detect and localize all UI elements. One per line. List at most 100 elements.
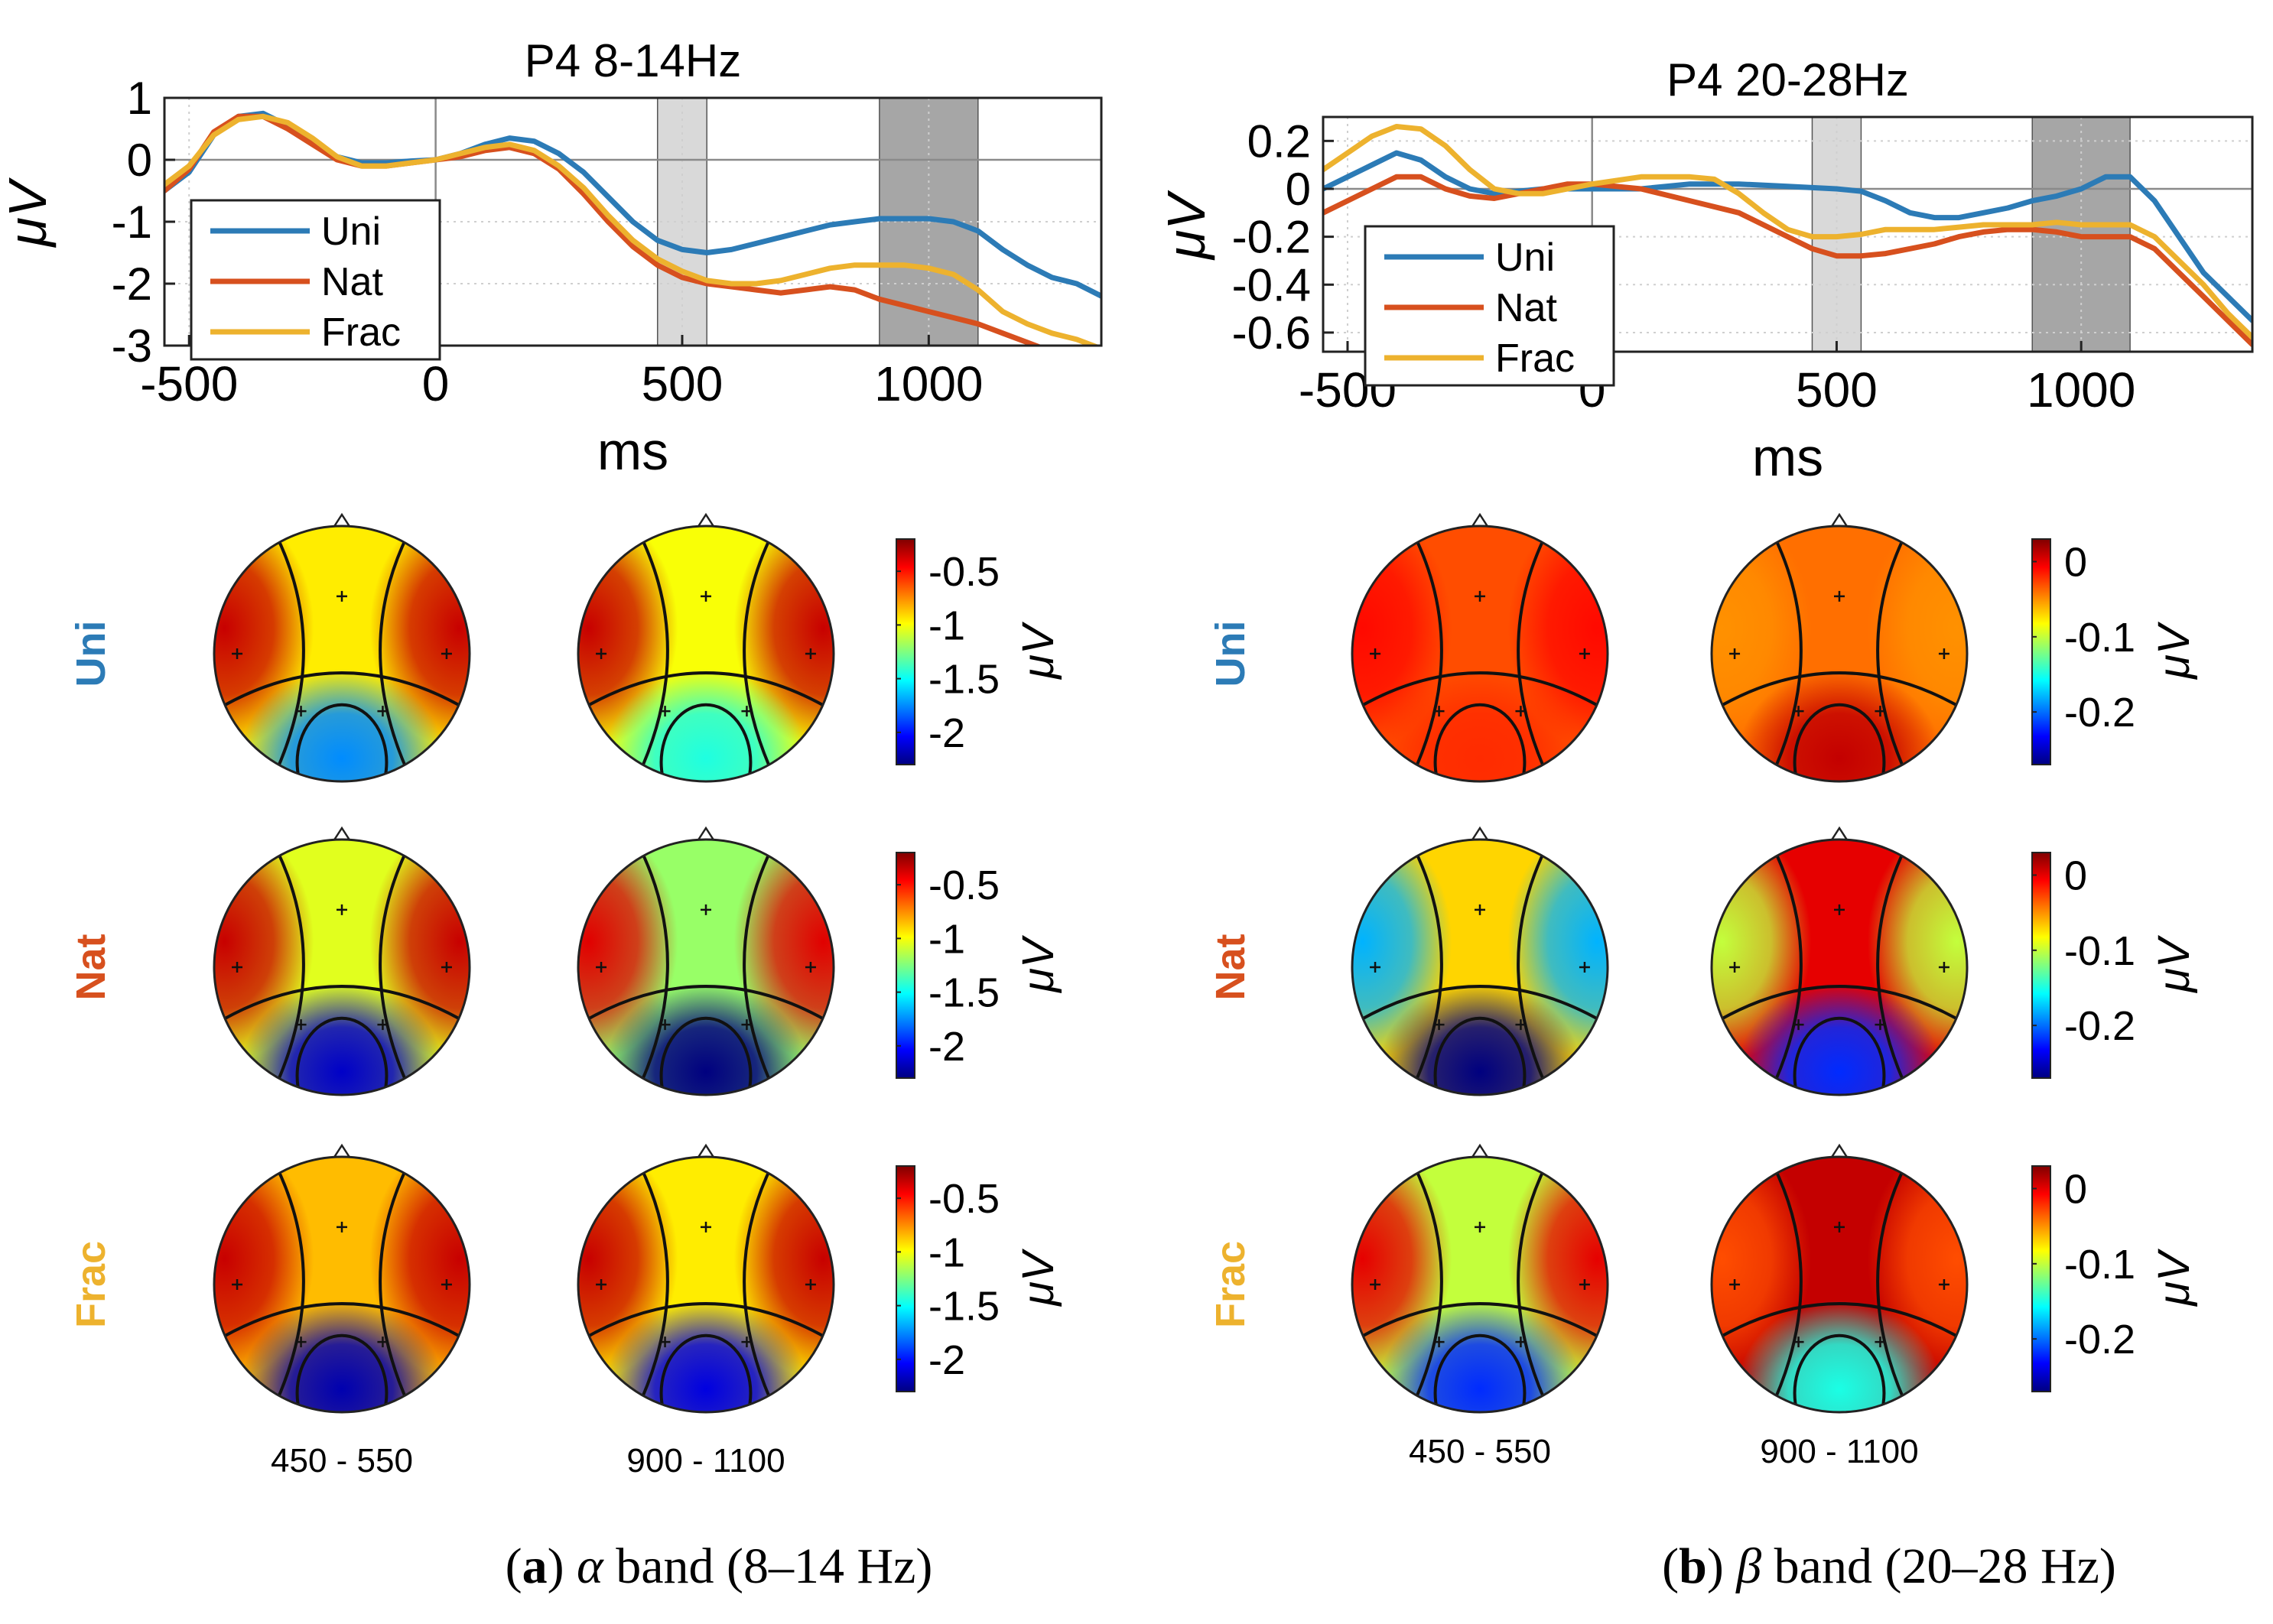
colorbar-tick-label: -1 xyxy=(928,603,965,648)
electrode-marker xyxy=(232,962,243,973)
contour-line xyxy=(743,1157,778,1412)
series-group-b xyxy=(1323,124,2252,348)
electrode-marker xyxy=(701,904,711,915)
contour-line xyxy=(1433,703,1527,781)
electrode-marker xyxy=(1729,962,1741,973)
topomap-fill xyxy=(1712,526,1967,781)
electrode-marker xyxy=(377,1019,389,1031)
nose-marker xyxy=(696,826,716,842)
contour-line xyxy=(634,840,669,1095)
series-line-frac xyxy=(1323,124,2252,340)
electrode-marker xyxy=(1834,590,1845,602)
caption-a-label: a xyxy=(522,1538,548,1594)
colorbar-tick-label: -1.5 xyxy=(928,1284,1000,1330)
y-axis-label-a: μV xyxy=(0,177,57,248)
topomap-nat-1 xyxy=(577,826,835,1096)
colorbar-tick-label: -1.5 xyxy=(928,970,1000,1016)
electrode-marker xyxy=(1875,1019,1886,1031)
series-line-nat xyxy=(1323,174,2252,348)
contour-line xyxy=(659,1333,753,1412)
contour-line xyxy=(379,840,414,1095)
electrode-marker xyxy=(441,1279,452,1290)
electrode-marker xyxy=(1370,962,1381,973)
topomap-fill xyxy=(578,1157,834,1412)
electrode-marker xyxy=(337,590,347,602)
electrode-marker xyxy=(1370,648,1381,659)
topomap-fill xyxy=(1712,840,1967,1095)
scalp-back-region xyxy=(603,669,808,781)
colorbar-tick-label: 0 xyxy=(2064,540,2087,586)
colorbar-tick-label: -1 xyxy=(928,916,965,962)
contour-line xyxy=(1793,703,1886,781)
caption-a: (a) α band (8–14 Hz) xyxy=(506,1538,933,1594)
colorbar-tick-label: -0.1 xyxy=(2064,615,2135,661)
scalp-right-region xyxy=(1507,1157,1608,1381)
topomap-fill xyxy=(1352,1157,1608,1412)
scalp-left-region xyxy=(1712,526,1812,750)
legend-label-uni: Uni xyxy=(1495,235,1555,280)
colorbar-unit-label: μV xyxy=(2149,621,2199,680)
scalp-right-region xyxy=(369,840,470,1064)
electrode-marker xyxy=(232,1279,243,1290)
electrode-marker xyxy=(596,1279,607,1290)
contour-line xyxy=(1876,526,1911,781)
y-tick-label: -3 xyxy=(112,320,152,372)
topomap-fill xyxy=(578,840,834,1095)
topomap-uni-0 xyxy=(213,512,471,783)
colorbar xyxy=(2031,538,2051,765)
electrode-marker xyxy=(1475,1221,1485,1233)
scalp-left-region xyxy=(214,1157,314,1381)
condition-label-frac: Frac xyxy=(1208,1241,1254,1328)
contour-line xyxy=(578,1302,834,1343)
head-outline xyxy=(213,525,471,783)
legend-label-frac: Frac xyxy=(1495,336,1575,381)
head-outline xyxy=(1710,525,1969,783)
contour-line xyxy=(1408,1157,1443,1412)
topography-b: Uni 0 -0.1 -0.2 μV Nat 0 -0.1 -0.2 μV Frac 0 -0.1 -0.… xyxy=(1208,512,2199,1470)
nose-marker xyxy=(1470,826,1490,842)
chart-title-a: P4 8-14Hz xyxy=(525,35,741,86)
electrode-marker xyxy=(596,962,607,973)
x-tick-label: 500 xyxy=(1796,362,1878,417)
contour-line xyxy=(1408,526,1443,781)
electrode-marker xyxy=(377,1337,389,1348)
electrode-marker xyxy=(659,1019,671,1031)
y-tick-label: -2 xyxy=(112,258,152,310)
contour-line xyxy=(1517,1157,1552,1412)
contour-line xyxy=(1793,1333,1886,1412)
topomap-frac-1 xyxy=(577,1143,835,1414)
y-tick-label: 0 xyxy=(1286,164,1311,215)
contour-line xyxy=(214,671,470,713)
electrode-marker xyxy=(377,706,389,717)
head-outline xyxy=(1351,1155,1609,1414)
colorbar xyxy=(2031,852,2051,1079)
contour-line xyxy=(1517,840,1552,1095)
contour-line xyxy=(379,1157,414,1412)
scalp-left-region xyxy=(214,526,314,750)
electrode-marker xyxy=(337,1221,347,1233)
contour-line xyxy=(659,1016,753,1095)
scalp-back-region xyxy=(1377,1300,1582,1412)
contour-line xyxy=(1352,1302,1608,1343)
series-line-nat xyxy=(164,113,1043,346)
legend-label-nat: Nat xyxy=(321,260,383,304)
electrode-marker xyxy=(596,648,607,659)
nose-marker xyxy=(696,512,716,528)
topomap-fill xyxy=(578,526,834,781)
topomap-fill xyxy=(1352,526,1608,781)
condition-label-uni: Uni xyxy=(68,621,114,687)
electrode-marker xyxy=(1938,962,1949,973)
colorbar-tick-label: -0.2 xyxy=(2064,1317,2135,1363)
colorbar-tick-label: 0 xyxy=(2064,1167,2087,1213)
nose-marker xyxy=(1470,1143,1490,1159)
scalp-back-region xyxy=(239,669,444,781)
chart-title-b: P4 20-28Hz xyxy=(1667,54,1909,106)
contour-line xyxy=(1433,1333,1527,1412)
colorbar-unit-label: μV xyxy=(2149,934,2199,994)
topomap-fill xyxy=(1712,1157,1967,1412)
topography-a: Uni -0.5 -1 -1.5 -2 μV Nat -0.5 -1 -1.5 -2 μV Frac -0… xyxy=(68,512,1063,1479)
contour-line xyxy=(634,1157,669,1412)
scalp-back-region xyxy=(1737,983,1942,1095)
scalp-back-region xyxy=(239,1300,444,1412)
caption-a-greek: α xyxy=(577,1538,604,1594)
